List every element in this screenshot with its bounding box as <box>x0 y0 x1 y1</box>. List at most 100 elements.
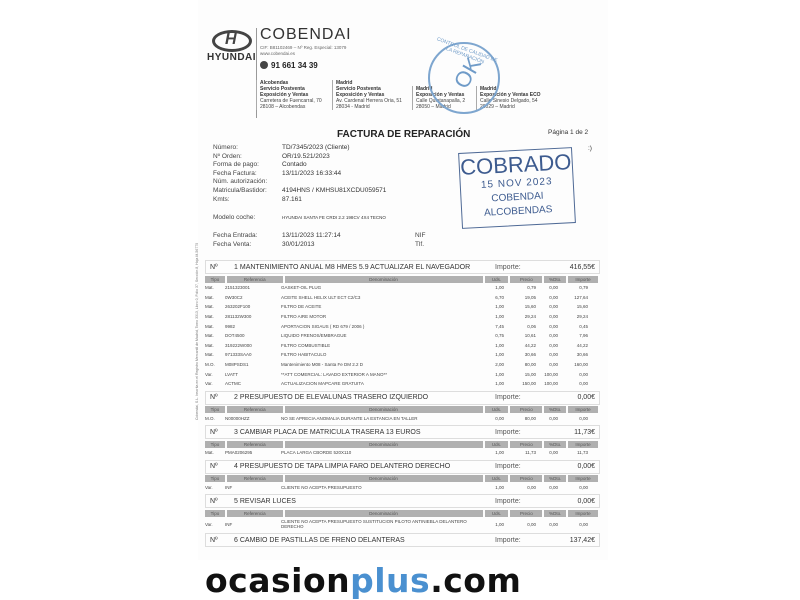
field-label: Matricula/Bastidor: <box>213 187 267 194</box>
table-row: Mat. 281132W300 FILTRO AIRE MOTOR 1,00 29,24… <box>205 312 600 322</box>
cell-precio: 0,06 <box>527 323 536 329</box>
cell-den: **ATT COMERCIAL: LAVADO EXTERIOR A MANO*… <box>281 371 387 377</box>
cell-dto: 0,00 <box>549 323 558 329</box>
website: www.cobendai.es <box>260 51 296 56</box>
section-title: 3 CAMBIAR PLACA DE MATRICULA TRASERA 13 … <box>224 429 495 436</box>
table-row: Mat. 263202F100 FILTRO DE ACEITE 1,00 15,60 0… <box>205 302 600 312</box>
cell-tipo: Mat. <box>205 285 214 291</box>
cell-ref: PMA0206295 <box>225 450 253 456</box>
cell-uds: 1,00 <box>495 521 504 527</box>
line: 28050 – Madrid <box>416 104 451 110</box>
cell-dto: 0,00 <box>549 415 558 421</box>
section-header: Nº 2 PRESUPUESTO DE ELEVALUNAS TRASERO IZ… <box>205 390 600 405</box>
cell-uds: 1,00 <box>495 352 504 358</box>
importe-label: Importe: <box>495 263 521 271</box>
field-value: Contado <box>282 161 307 169</box>
ocasionplus-logo: ocasionplus.com <box>205 561 521 600</box>
cell-den: NO SE APRECIA ANOMALIA DURANTE LA ESTANC… <box>281 415 418 421</box>
field-label: Fecha Factura: <box>213 169 257 177</box>
cell-tipo: Mat. <box>205 333 214 339</box>
cell-tipo: Var. <box>205 521 213 527</box>
field-value: OR/19.521/2023 <box>282 152 330 160</box>
section-title-text: REVISAR LUCES <box>239 497 296 505</box>
repair-section: Nº 4 PRESUPUESTO DE TAPA LIMPIA FARO DELA… <box>205 459 600 493</box>
cell-ref: 9982 <box>225 323 236 329</box>
sale-date-label: Fecha Venta: <box>213 241 252 248</box>
cell-den: ACEITE SHELL HELIX ULT ECT C2/C3 <box>281 294 361 300</box>
cell-importe: 30,66 <box>576 352 588 358</box>
cell-dto: 0,00 <box>549 485 558 491</box>
dealer-name: COBENDAI <box>260 26 352 43</box>
section-total: 416,55€ <box>569 263 595 271</box>
line: Servicio Postventa <box>336 86 381 92</box>
column-header-ref: Referencia <box>226 509 283 517</box>
cell-uds: 1,00 <box>495 314 504 320</box>
section-title-text: PRESUPUESTO DE ELEVALUNAS TRASERO IZQUIE… <box>239 394 429 402</box>
field-label: Número: <box>213 144 238 151</box>
cell-precio: 19,05 <box>524 294 536 300</box>
cell-uds: 2,00 <box>495 362 504 368</box>
field-label: Forma de pago: <box>213 161 259 169</box>
table-row: Mat. 319222W000 FILTRO COMBUSTIBLE 1,00 44,2… <box>205 341 600 351</box>
table-header: Tipo Referencia Denominación Uds. Precio %Dto… <box>205 275 600 283</box>
cell-uds: 1,00 <box>495 304 504 310</box>
field-value: 4194HNS / KMHSU81XCDU059571 <box>282 187 387 194</box>
cell-importe: 0,00 <box>579 521 588 527</box>
cell-precio: 15,60 <box>524 304 536 310</box>
maker-name: HYUNDAI <box>207 52 257 63</box>
repair-section: Nº 2 PRESUPUESTO DE ELEVALUNAS TRASERO IZ… <box>205 390 600 424</box>
cell-tipo: Var. <box>205 371 213 377</box>
line: Exposición y Ventas <box>260 92 309 98</box>
section-header: Nº 3 CAMBIAR PLACA DE MATRICULA TRASERA 1… <box>205 425 600 440</box>
column-header-den: Denominación <box>284 509 483 517</box>
section-header: Nº 6 CAMBIO DE PASTILLAS DE FRENO DELANTE… <box>205 533 600 548</box>
cell-dto: 0,00 <box>549 362 558 368</box>
cell-den: FILTRO DE ACEITE <box>281 304 322 310</box>
column-header-den: Denominación <box>284 440 483 448</box>
cell-uds: 1,00 <box>495 485 504 491</box>
column-header-ref: Referencia <box>226 440 283 448</box>
cell-importe: 0,45 <box>579 323 588 329</box>
line: Servicio Postventa <box>260 86 305 92</box>
table-row: Mat. 971333SAA0 FILTRO HABITACULO 1,00 30,66… <box>205 350 600 360</box>
line: Exposición y Ventas <box>336 92 385 98</box>
section-total: 0,00€ <box>577 394 595 402</box>
column-header-precio: Precio <box>510 275 543 283</box>
cell-dto: 100,00 <box>544 381 558 387</box>
column-header-uds: Uds. <box>484 509 509 517</box>
cell-tipo: Mat. <box>205 323 214 329</box>
cell-tipo: M.O. <box>205 362 215 368</box>
table-row: Var. INF CLIENTE NO ACEPTA PRESUPUESTO SUS… <box>205 517 600 531</box>
section-number: 3 <box>234 428 238 436</box>
cell-importe: 15,60 <box>576 304 588 310</box>
cell-dto: 0,00 <box>549 342 558 348</box>
column-header-uds: Uds. <box>484 475 509 483</box>
column-header-dto: %Dto. <box>544 406 567 414</box>
city: Madrid <box>416 86 433 92</box>
entry-date-label: Fecha Entrada: <box>213 232 258 239</box>
importe-label: Importe: <box>495 428 521 436</box>
model-label: Modelo coche: <box>213 214 256 221</box>
phone-number: 91 661 34 39 <box>271 61 318 70</box>
column-header-importe: Importe <box>568 475 598 483</box>
column-header-tipo: Tipo <box>205 440 225 448</box>
cell-precio: 0,00 <box>527 485 536 491</box>
field-value: 87.161 <box>282 195 302 203</box>
sale-date-value: 30/01/2013 <box>282 241 315 248</box>
column-header-dto: %Dto. <box>544 509 567 517</box>
column-header-den: Denominación <box>284 406 483 414</box>
column-header-dto: %Dto. <box>544 475 567 483</box>
divider <box>256 28 257 118</box>
cell-tipo: Var. <box>205 485 213 491</box>
cell-importe: 127,64 <box>574 294 588 300</box>
cell-precio: 150,00 <box>522 381 536 387</box>
cell-uds: 1,00 <box>495 285 504 291</box>
cell-dto: 0,00 <box>549 352 558 358</box>
repair-section: Nº 3 CAMBIAR PLACA DE MATRICULA TRASERA 1… <box>205 425 600 458</box>
repair-section: Nº 1 MANTENIMIENTO ANUAL M8 HMES 5.9 ACTU… <box>205 260 600 389</box>
table-row: Mat. PMA0206295 PLACA LARGA CBORDE 520X110… <box>205 448 600 458</box>
phone: 91 661 34 39 <box>260 61 318 70</box>
section-total: 0,00€ <box>577 463 595 471</box>
section-header: Nº 4 PRESUPUESTO DE TAPA LIMPIA FARO DELA… <box>205 459 600 474</box>
column-header-precio: Precio <box>510 475 543 483</box>
